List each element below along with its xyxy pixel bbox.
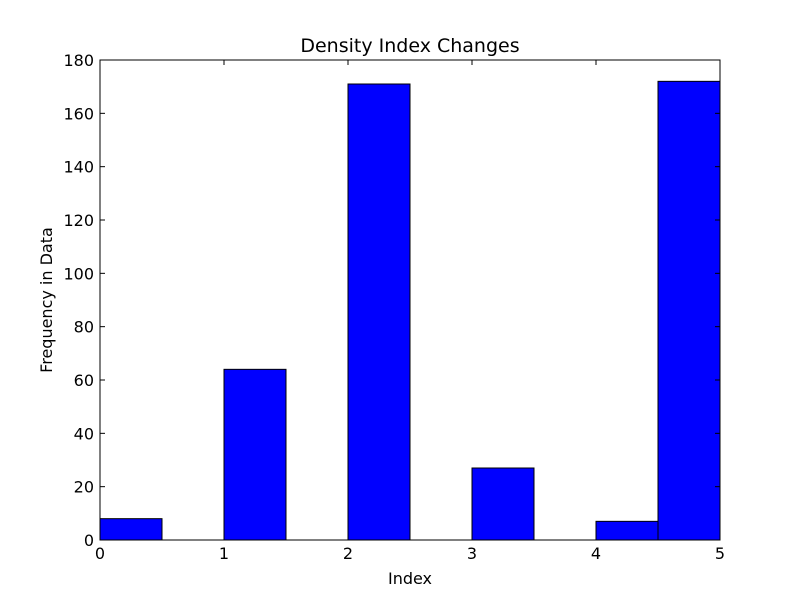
y-tick-label: 180 <box>63 51 94 70</box>
y-tick-label: 120 <box>63 211 94 230</box>
ticks-group: 0 1 2 3 4 5 0 20 40 60 80 100 120 140 160 180 <box>63 51 725 563</box>
y-tick-label: 0 <box>84 531 94 550</box>
y-tick-label: 160 <box>63 104 94 123</box>
y-tick-label: 100 <box>63 264 94 283</box>
x-tick-label: 3 <box>467 544 477 563</box>
x-axis-label: Index <box>388 569 432 588</box>
histogram-bar <box>471 467 535 541</box>
x-tick-label: 5 <box>715 544 725 563</box>
histogram-bar <box>223 368 287 541</box>
y-tick-label: 140 <box>63 158 94 177</box>
y-tick-label: 20 <box>74 478 94 497</box>
histogram-bar <box>99 518 163 541</box>
plot-area-frame <box>99 59 721 541</box>
y-tick-label: 80 <box>74 318 94 337</box>
x-tick-label: 0 <box>95 544 105 563</box>
chart-title: Density Index Changes <box>300 35 519 57</box>
histogram-bar <box>657 80 721 541</box>
y-tick-label: 40 <box>74 424 94 443</box>
x-tick-label: 2 <box>343 544 353 563</box>
histogram-bar <box>347 83 411 541</box>
x-tick-label: 1 <box>219 544 229 563</box>
x-tick-label: 4 <box>591 544 601 563</box>
histogram-bar <box>595 520 659 541</box>
y-axis-label: Frequency in Data <box>37 227 56 373</box>
y-tick-label: 60 <box>74 371 94 390</box>
bars-group <box>99 80 721 541</box>
